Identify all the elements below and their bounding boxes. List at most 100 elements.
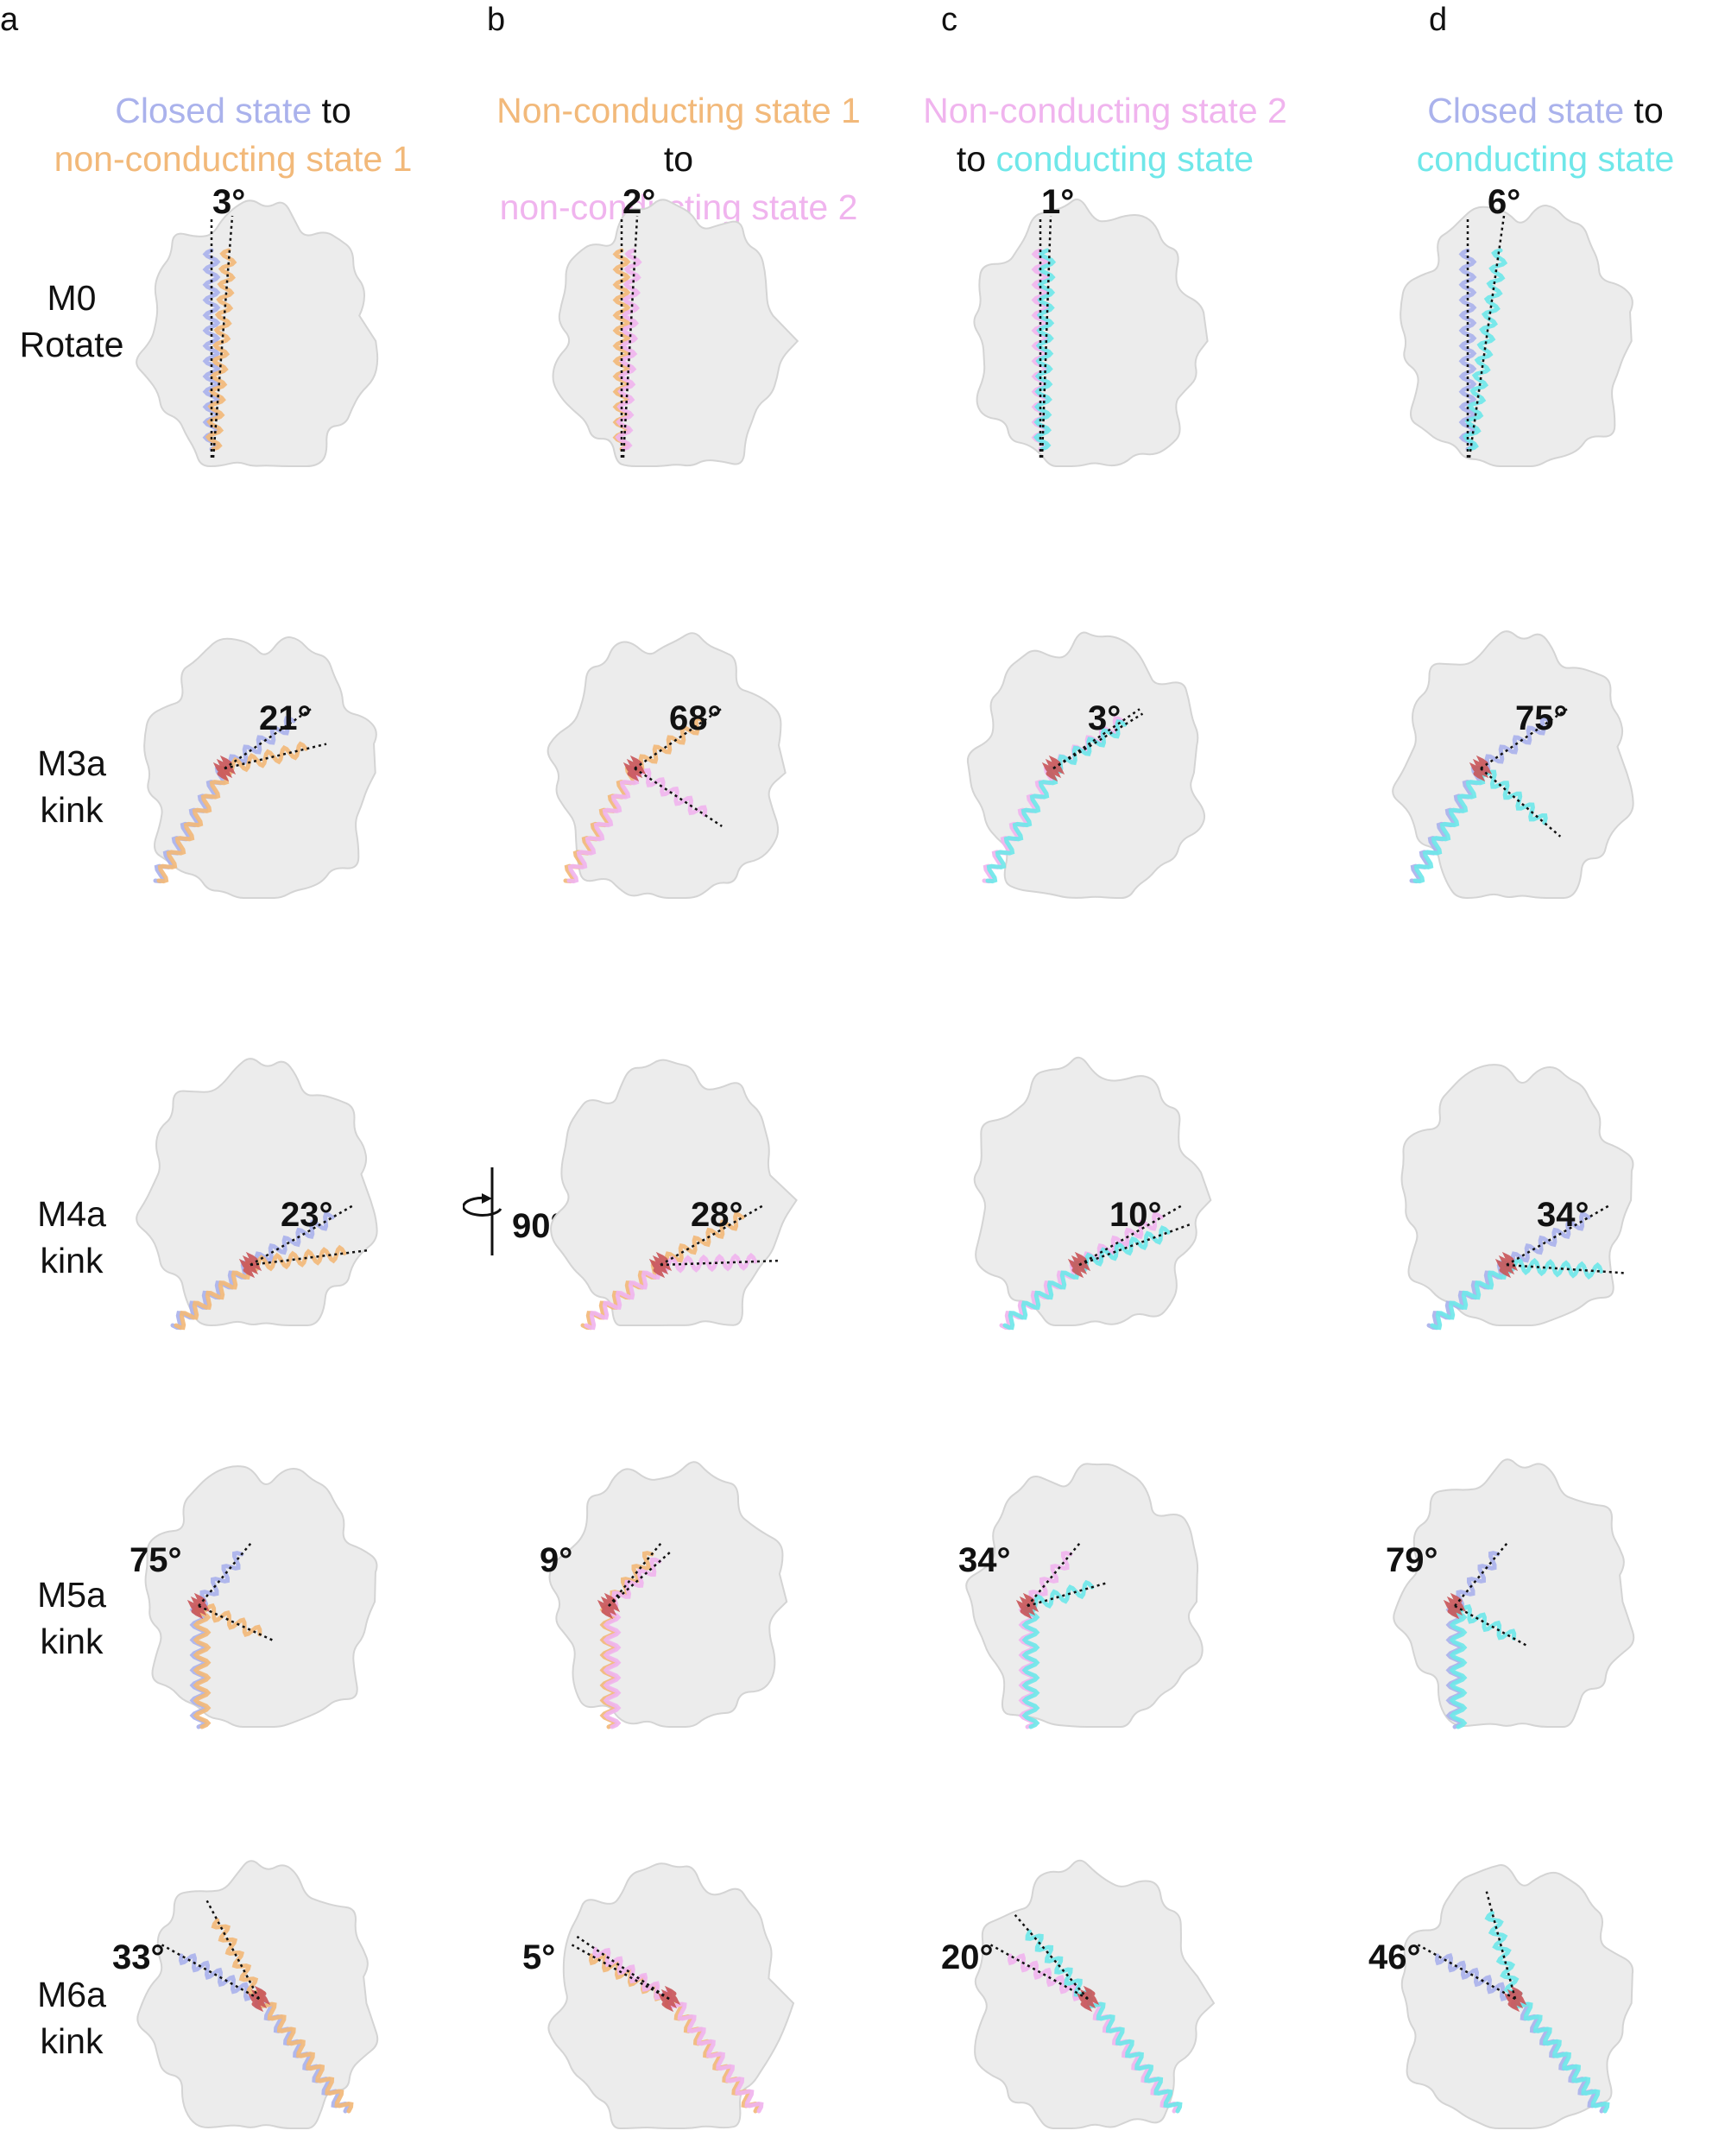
protein-surface [136,199,379,468]
column-title-a: Closed state to non-conducting state 1 [35,86,432,183]
structure-cell-m4a-a: 23° [130,1049,389,1343]
structure-svg [1400,1863,1634,2129]
angle-label: 6° [1488,183,1521,221]
angle-label: 75° [130,1541,182,1579]
axis-dotted-line [1454,1540,1510,1607]
axis-dotted-line [250,1204,354,1267]
structure-svg [974,1859,1216,2129]
structure-svg [136,199,379,468]
protein-surface [550,1059,798,1326]
helix-kinked-state-b [1477,766,1548,825]
structure-cell-m0-d: 6° [1386,183,1645,484]
axis-dotted-line [1506,1263,1625,1274]
row-label-m0: M0 Rotate [3,275,141,368]
helix-shared-segment [257,1996,354,2114]
structure-cell-m6a-b: 5° [522,1852,799,2146]
panel-letter-b: b [487,2,506,38]
structure-svg [136,1860,379,2129]
axis-dotted-line [1468,215,1506,458]
protein-surface [973,198,1209,467]
axis-dotted-line [1078,1223,1191,1267]
angle-label: 3° [1088,699,1122,737]
angle-label: 79° [1386,1541,1438,1579]
structure-cell-m0-b: 2° [540,183,799,484]
row-label-line2: kink [40,2021,104,2061]
axis-dotted-line [1417,1944,1516,2001]
helix-state-b [1033,248,1057,452]
helix-shared-segment [667,1996,764,2114]
angle-label: 68° [669,699,722,737]
row-label-m3a: M3a kink [3,740,141,833]
helix-shared-segment [985,765,1059,884]
angle-label: 20° [941,1938,994,1976]
row-label-line2: Rotate [19,325,124,364]
axis-dotted-line [660,1204,764,1267]
axis-dotted-line [622,215,639,458]
protein-surface [1392,630,1634,900]
structure-cell-m4a-c: 10° [958,1049,1217,1343]
angle-label: 2° [622,183,656,221]
column-title-line: to conducting state [907,135,1304,183]
row-label-line1: M5a [37,1575,106,1615]
helix-kinked-state-b [1051,718,1128,775]
helix-shared-segment [1412,765,1487,884]
structure-cell-m3a-c: 3° [958,622,1217,915]
protein-surface [552,199,799,467]
column-title-line: non-conducting state 1 [35,135,432,183]
axis-dotted-line [161,1944,260,2001]
helix-shared-segment [193,1603,212,1729]
helix-state-b [615,248,642,452]
angle-label: 75° [1515,699,1568,737]
helix-shared-segment [1449,1603,1468,1729]
panel-letter-a: a [0,2,19,38]
structure-svg [965,1463,1204,1729]
helix-shared-segment [1021,1603,1040,1729]
helix-shared-segment [584,1260,667,1331]
structure-svg [136,1058,378,1331]
axis-dotted-line [205,1900,261,2000]
angle-label: 34° [958,1541,1011,1579]
protein-surface [144,1465,378,1728]
helix-kinked-state-b [606,1557,662,1610]
structure-cell-m6a-c: 20° [941,1852,1217,2146]
row-label-line1: M6a [37,1975,106,2014]
column-title-line: Closed state to [1347,86,1725,135]
structure-cell-m5a-b: 9° [540,1451,799,1744]
column-title-line: conducting state [1347,135,1725,183]
structure-cell-m3a-d: 75° [1386,622,1645,915]
axis-dotted-line [608,1540,664,1607]
angle-label: 10° [1109,1196,1162,1234]
helix-kinked-state-b [196,1603,262,1638]
structure-svg [552,199,799,467]
column-title-segment: Non-conducting state 1 [496,91,861,130]
helix-kinked-state-a [196,1551,244,1609]
angle-label: 33° [112,1938,165,1976]
column-title-segment: conducting state [995,139,1254,179]
helix-kinked-state-a [222,716,296,774]
helix-shared-segment [1086,1996,1183,2114]
structure-svg [548,1461,788,1729]
helix-state-b [205,248,237,452]
column-title-segment: Non-conducting state 2 [923,91,1287,130]
row-label-line2: kink [40,1241,104,1280]
axis-dotted-line [1454,1604,1530,1648]
axis-dotted-line [1506,1204,1610,1267]
row-label-line2: kink [40,790,104,830]
axis-dotted-line [1027,1581,1109,1608]
panel-letter-d: d [1429,2,1448,38]
helix-kinked-state-a [1452,1551,1501,1609]
protein-surface [1400,1064,1634,1326]
structure-cell-m3a-a: 21° [130,622,389,915]
helix-kinked-state-b [222,741,308,776]
helix-kinked-state-b [631,766,708,818]
protein-surface [548,1461,788,1728]
column-title-line: Closed state to [35,86,432,135]
row-label-line1: M3a [37,743,106,783]
column-title-segment: conducting [1416,139,1598,179]
structure-cell-m5a-d: 79° [1386,1451,1645,1744]
structure-svg [144,1465,378,1729]
structure-cell-m3a-b: 68° [540,622,799,915]
angle-label: 9° [540,1541,573,1579]
axis-dotted-line [660,1259,780,1267]
helix-shared-segment [1002,1260,1085,1331]
